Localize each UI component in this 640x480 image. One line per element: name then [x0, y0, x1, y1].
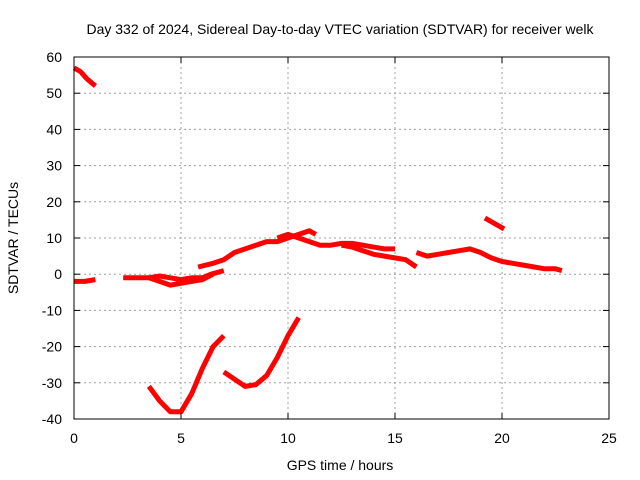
x-tick-label: 20 — [494, 430, 510, 446]
y-tick-label: -10 — [42, 302, 62, 318]
x-tick-label: 25 — [601, 430, 617, 446]
grid — [74, 57, 609, 419]
chart-title: Day 332 of 2024, Sidereal Day-to-day VTE… — [86, 21, 594, 37]
axis-ticks: 0 5 10 15 20 25 -40 -30 -20 -10 0 10 20 30 40 50 60 — [42, 49, 617, 446]
y-tick-label: -20 — [42, 339, 62, 355]
y-tick-label: -30 — [42, 375, 62, 391]
y-tick-label: 10 — [46, 230, 62, 246]
data-arc-arc-4 — [146, 333, 226, 415]
y-tick-label: 50 — [46, 85, 62, 101]
y-axis-label: SDTVAR / TECUs — [5, 182, 21, 294]
data-arc-arc-10 — [415, 246, 563, 274]
y-tick-label: -40 — [42, 411, 62, 427]
data-arc-arc-7 — [222, 316, 301, 389]
data-arc-arc-9 — [341, 242, 418, 270]
data-arc-arc-6 — [197, 228, 318, 270]
y-tick-label: 0 — [54, 266, 62, 282]
y-tick-label: 40 — [46, 121, 62, 137]
data-arc-arc-2 — [74, 277, 96, 284]
x-tick-label: 0 — [70, 430, 78, 446]
y-tick-label: 60 — [46, 49, 62, 65]
data-arc-arc-5 — [148, 271, 215, 288]
x-axis-label: GPS time / hours — [287, 457, 394, 473]
x-tick-label: 15 — [387, 430, 403, 446]
data-arc-arc-8 — [276, 231, 395, 252]
x-tick-label: 5 — [177, 430, 185, 446]
data-arc-arc-1 — [72, 65, 98, 88]
y-tick-label: 20 — [46, 194, 62, 210]
x-tick-label: 10 — [280, 430, 296, 446]
series-group — [72, 65, 563, 415]
y-tick-label: 30 — [46, 158, 62, 174]
data-arc-arc-11 — [483, 215, 506, 232]
